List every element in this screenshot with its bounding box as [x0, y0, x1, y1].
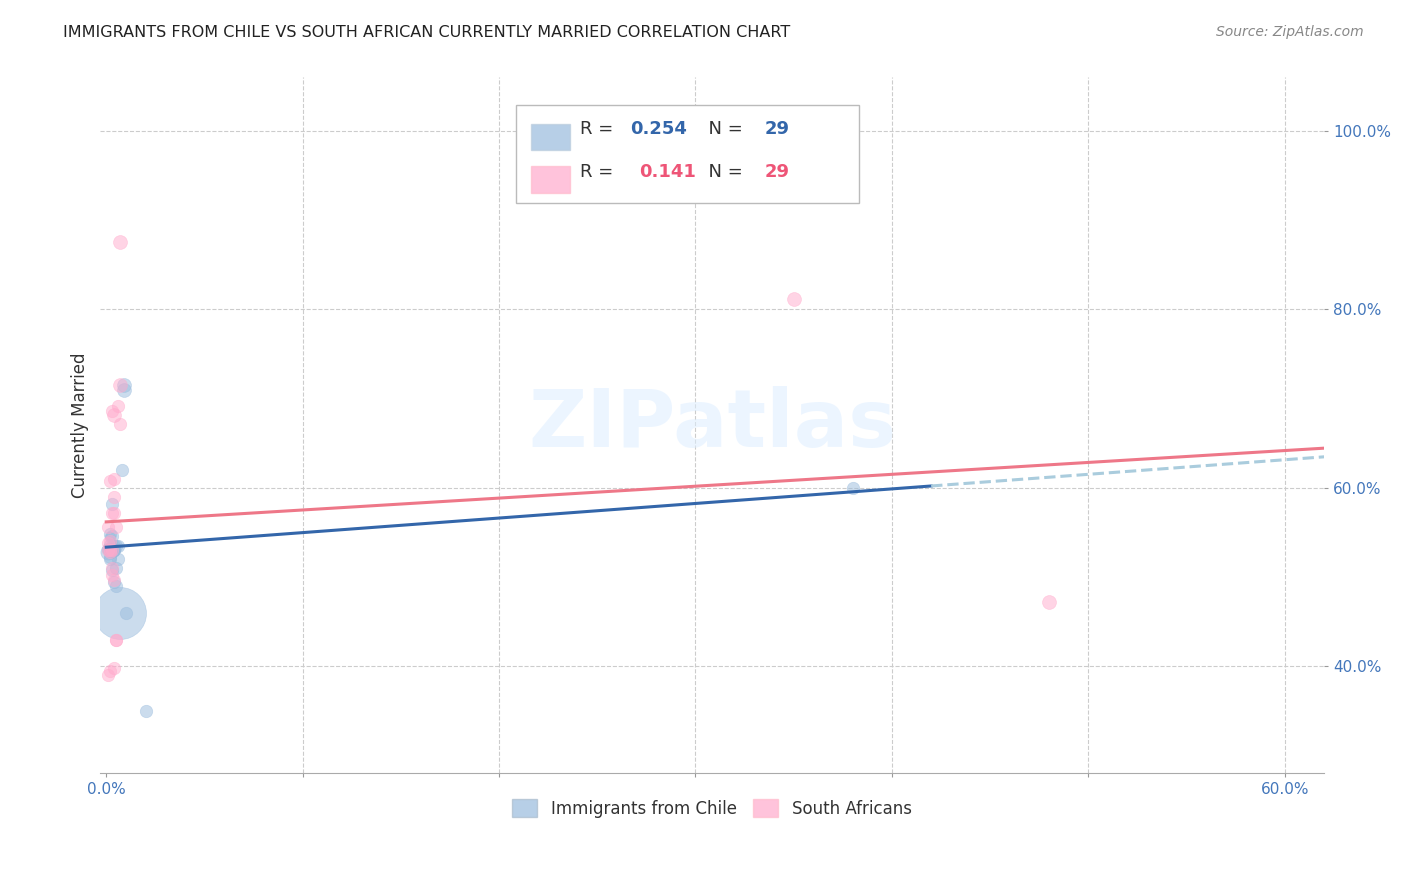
- Point: [98, 550, 121, 565]
- Point: [1038, 595, 1060, 609]
- Point: [103, 661, 125, 675]
- Text: N =: N =: [697, 163, 749, 181]
- Point: [103, 472, 125, 486]
- Text: IMMIGRANTS FROM CHILE VS SOUTH AFRICAN CURRENTLY MARRIED CORRELATION CHART: IMMIGRANTS FROM CHILE VS SOUTH AFRICAN C…: [63, 25, 790, 40]
- Point: [98, 543, 121, 558]
- Point: [101, 529, 124, 543]
- Point: [101, 543, 124, 558]
- Point: [105, 632, 128, 647]
- Bar: [531, 167, 571, 193]
- Text: 0.254: 0.254: [630, 120, 688, 138]
- Point: [108, 606, 131, 620]
- Text: 29: 29: [765, 163, 790, 181]
- Point: [98, 543, 121, 558]
- Point: [103, 543, 125, 558]
- Point: [111, 463, 134, 477]
- Point: [107, 539, 129, 553]
- Point: [115, 606, 138, 620]
- Text: 0.141: 0.141: [638, 163, 696, 181]
- Point: [135, 704, 157, 718]
- Text: Source: ZipAtlas.com: Source: ZipAtlas.com: [1216, 25, 1364, 39]
- Point: [97, 543, 120, 558]
- Point: [108, 417, 131, 431]
- Point: [101, 506, 124, 520]
- Point: [98, 527, 121, 541]
- Point: [105, 561, 128, 575]
- Point: [97, 520, 120, 534]
- Point: [98, 530, 121, 544]
- Point: [112, 378, 135, 392]
- Point: [101, 497, 124, 511]
- Point: [105, 520, 128, 534]
- Point: [103, 573, 125, 587]
- Text: R =: R =: [581, 163, 624, 181]
- Text: N =: N =: [697, 120, 749, 138]
- Point: [103, 543, 125, 558]
- Point: [98, 474, 121, 488]
- Point: [105, 579, 128, 593]
- Point: [98, 534, 121, 549]
- Point: [105, 539, 128, 553]
- Point: [101, 561, 124, 575]
- Point: [112, 383, 135, 397]
- Point: [98, 552, 121, 566]
- Point: [101, 568, 124, 582]
- Point: [98, 538, 121, 552]
- Point: [103, 408, 125, 422]
- Legend: Immigrants from Chile, South Africans: Immigrants from Chile, South Africans: [506, 793, 918, 824]
- Point: [782, 292, 804, 306]
- Y-axis label: Currently Married: Currently Married: [72, 352, 89, 499]
- Point: [108, 235, 131, 249]
- Point: [97, 541, 120, 556]
- Point: [97, 668, 120, 682]
- Point: [101, 404, 124, 418]
- Point: [98, 664, 121, 678]
- FancyBboxPatch shape: [516, 105, 859, 202]
- Point: [101, 543, 124, 558]
- Point: [101, 563, 124, 577]
- Point: [101, 539, 124, 553]
- Point: [108, 378, 131, 392]
- Point: [103, 490, 125, 504]
- Point: [103, 506, 125, 520]
- Point: [97, 536, 120, 550]
- Bar: [531, 123, 571, 150]
- Point: [105, 632, 128, 647]
- Point: [107, 399, 129, 413]
- Point: [107, 552, 129, 566]
- Text: 29: 29: [765, 120, 790, 138]
- Text: ZIPatlas: ZIPatlas: [529, 386, 896, 465]
- Point: [97, 545, 120, 559]
- Point: [103, 539, 125, 553]
- Text: R =: R =: [581, 120, 619, 138]
- Point: [98, 545, 121, 559]
- Point: [841, 481, 863, 495]
- Point: [103, 574, 125, 589]
